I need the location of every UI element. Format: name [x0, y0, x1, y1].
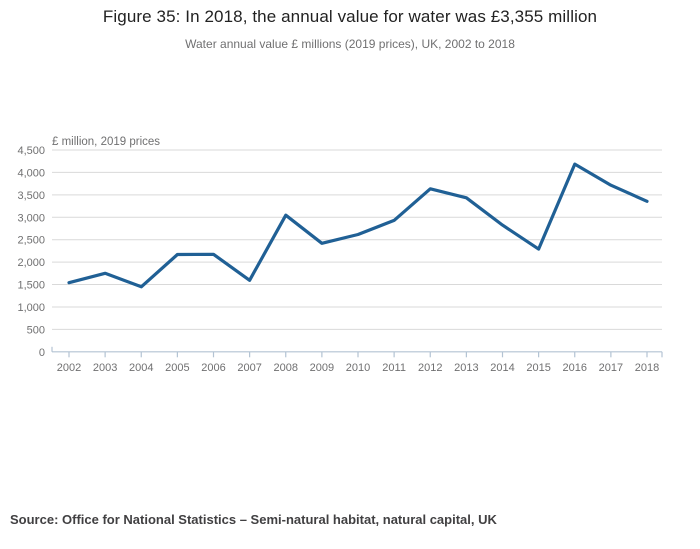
x-axis-tick-label: 2017: [599, 362, 623, 374]
x-axis-tick-label: 2010: [346, 362, 370, 374]
y-axis-tick-label: 0: [39, 347, 45, 359]
water-value-series-line: [67, 162, 649, 289]
y-axis-tick-label: 1,000: [17, 302, 45, 314]
x-axis-tick-label: 2003: [93, 362, 117, 374]
x-axis-tick-label: 2016: [563, 362, 587, 374]
chart-subtitle: Water annual value £ millions (2019 pric…: [185, 37, 515, 51]
x-axis-tick-label: 2004: [129, 362, 153, 374]
x-axis-tick-label: 2013: [454, 362, 478, 374]
x-axis-tick-label: 2009: [310, 362, 334, 374]
chart-title: Figure 35: In 2018, the annual value for…: [102, 7, 598, 26]
y-axis-tick-label: 4,500: [17, 145, 45, 157]
x-axis-tick-label: 2008: [274, 362, 298, 374]
y-axis-title: £ million, 2019 prices: [52, 136, 160, 148]
x-axis-tick-label: 2015: [526, 362, 550, 374]
y-axis-tick-label: 2,000: [17, 257, 45, 269]
y-axis-tick-label: 3,000: [17, 212, 45, 224]
x-axis-tick-label: 2011: [382, 362, 406, 374]
water-line-chart: 0 500 1,000 1,500 2,000 2,500 3,000 3,500 4,000 4…: [17, 136, 663, 374]
x-axis-tick-label: 2018: [635, 362, 659, 374]
x-axis-tick-label: 2005: [165, 362, 189, 374]
x-axis-tick-label: 2002: [57, 362, 81, 374]
y-axis-tick-label: 3,500: [17, 190, 45, 202]
y-axis-tick-label: 4,000: [17, 167, 45, 179]
x-axis-tick-label: 2007: [237, 362, 261, 374]
x-axis-tick-label: 2014: [490, 362, 514, 374]
y-axis-tick-label: 2,500: [17, 235, 45, 247]
y-axis-tick-label: 500: [27, 324, 45, 336]
source-attribution: Source: Office for National Statistics –…: [10, 512, 497, 527]
x-axis-tick-label: 2012: [418, 362, 442, 374]
y-axis-tick-label: 1,500: [17, 280, 45, 292]
x-axis-tick-label: 2006: [201, 362, 225, 374]
